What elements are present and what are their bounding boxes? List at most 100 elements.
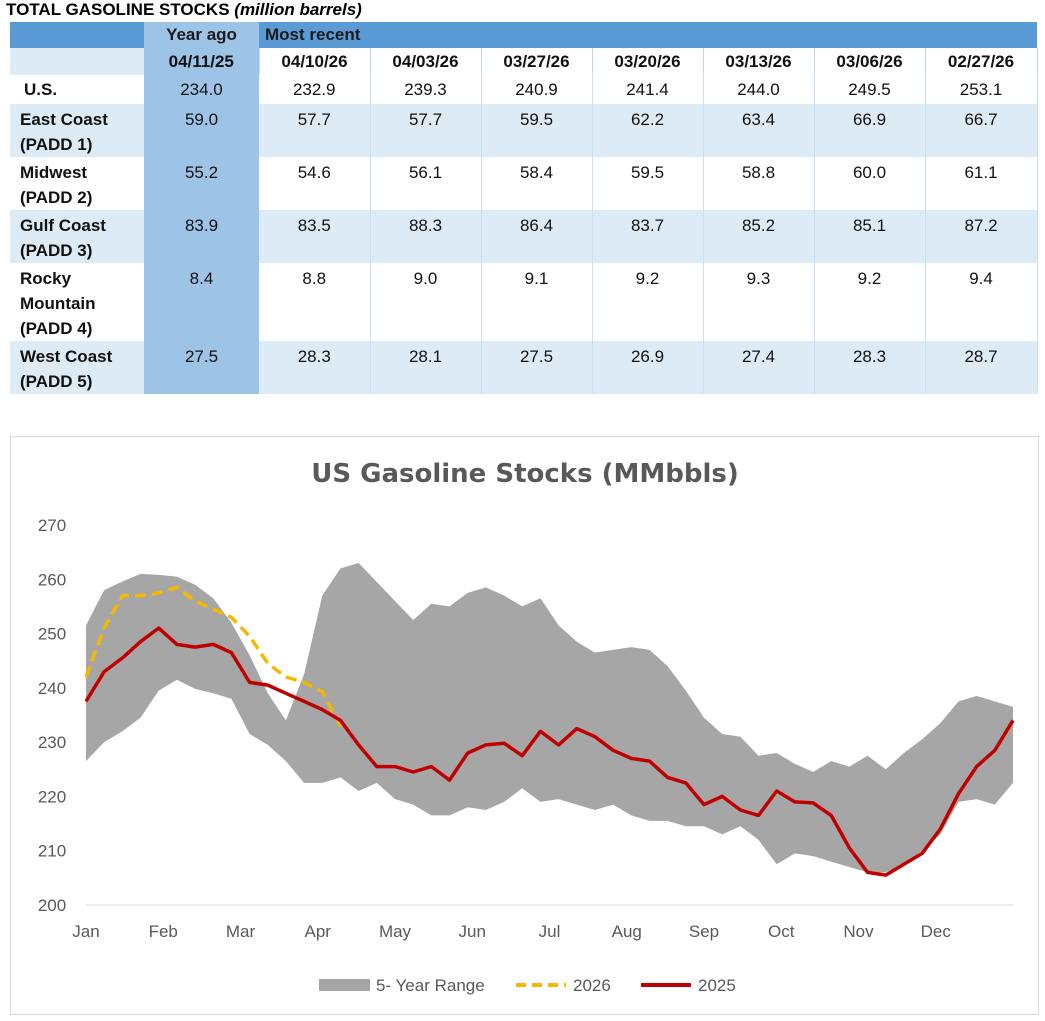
date-header: 04/11/25 xyxy=(144,48,260,75)
table-cell: 83.9 xyxy=(144,210,259,263)
table-cell: 9.4 xyxy=(925,263,1038,341)
table-cell: 9.0 xyxy=(370,263,482,341)
table-cell: 58.4 xyxy=(481,157,593,210)
table-cell: 54.6 xyxy=(259,157,371,210)
table-cell: 57.7 xyxy=(259,104,371,157)
table-title-unit: (million barrels) xyxy=(234,0,362,19)
x-tick-label: Mar xyxy=(226,922,256,941)
table-cell: 55.2 xyxy=(144,157,259,210)
table-cell: 59.5 xyxy=(592,157,704,210)
table-cell: 28.1 xyxy=(370,341,482,394)
x-tick-label: Jul xyxy=(539,922,561,941)
table-cell: 9.3 xyxy=(703,263,815,341)
five-year-range-area xyxy=(86,563,1013,873)
table-cell: 62.2 xyxy=(592,104,704,157)
x-tick-label: Feb xyxy=(149,922,178,941)
gasoline-stocks-table: Year ago Most recent 04/11/25 04/10/26 0… xyxy=(10,22,1038,394)
y-tick-label: 240 xyxy=(38,679,66,698)
table-cell: 9.2 xyxy=(814,263,926,341)
x-tick-label: Jan xyxy=(72,922,99,941)
table-cell: 9.1 xyxy=(481,263,593,341)
table-cell: 241.4 xyxy=(592,75,704,104)
table-cell: 240.9 xyxy=(481,75,593,104)
x-tick-label: Jun xyxy=(459,922,486,941)
table-cell: 9.2 xyxy=(592,263,704,341)
table-row-east-coast: East Coast (PADD 1) 59.0 57.7 57.7 59.5 … xyxy=(10,104,1038,157)
table-row-west-coast: West Coast (PADD 5) 27.5 28.3 28.1 27.5 … xyxy=(10,341,1038,394)
y-tick-label: 200 xyxy=(38,896,66,915)
date-header: 03/06/26 xyxy=(814,48,926,75)
region-label: Gulf Coast (PADD 3) xyxy=(10,210,144,263)
x-tick-label: Nov xyxy=(843,922,874,941)
table-cell: 26.9 xyxy=(592,341,704,394)
table-cell: 86.4 xyxy=(481,210,593,263)
table-cell: 234.0 xyxy=(144,75,259,104)
header-blank xyxy=(10,22,144,48)
region-label: East Coast (PADD 1) xyxy=(10,104,144,157)
region-label: U.S. xyxy=(24,80,58,99)
legend-swatch-range xyxy=(319,979,370,991)
legend: 5- Year Range 2026 2025 xyxy=(319,976,736,995)
legend-label-range: 5- Year Range xyxy=(376,976,485,995)
table-cell: 57.7 xyxy=(370,104,482,157)
x-tick-label: Aug xyxy=(612,922,642,941)
table-cell: 249.5 xyxy=(814,75,926,104)
table-cell: 28.3 xyxy=(814,341,926,394)
table-cell: 66.9 xyxy=(814,104,926,157)
table-cell: 85.2 xyxy=(703,210,815,263)
table-cell: 27.5 xyxy=(144,341,259,394)
gasoline-stocks-chart: US Gasoline Stocks (MMbbls) 200 210 220 230… xyxy=(10,436,1039,1015)
header-row-groups: Year ago Most recent xyxy=(10,22,1038,48)
y-tick-label: 260 xyxy=(38,570,66,589)
table-cell: 8.4 xyxy=(144,263,259,341)
table-row-gulf-coast: Gulf Coast (PADD 3) 83.9 83.5 88.3 86.4 … xyxy=(10,210,1038,263)
table-cell: 28.3 xyxy=(259,341,371,394)
table-title-text: TOTAL GASOLINE STOCKS xyxy=(6,0,230,19)
table-cell: 61.1 xyxy=(925,157,1038,210)
x-tick-label: Dec xyxy=(921,922,952,941)
series-line-2026 xyxy=(84,585,343,728)
y-tick-label: 230 xyxy=(38,733,66,752)
region-label: West Coast (PADD 5) xyxy=(10,341,144,394)
table-cell: 253.1 xyxy=(925,75,1038,104)
table-cell: 59.0 xyxy=(144,104,259,157)
legend-label-2026: 2026 xyxy=(573,976,611,995)
date-header: 03/13/26 xyxy=(703,48,815,75)
table-cell: 28.7 xyxy=(925,341,1038,394)
date-header: 03/27/26 xyxy=(481,48,593,75)
table-cell: 83.7 xyxy=(592,210,704,263)
date-header: 02/27/26 xyxy=(925,48,1038,75)
table-cell: 83.5 xyxy=(259,210,371,263)
header-year-ago: Year ago xyxy=(144,22,259,48)
region-label: Rocky Mountain (PADD 4) xyxy=(20,269,96,338)
x-tick-label: Oct xyxy=(768,922,795,941)
table-cell: 244.0 xyxy=(703,75,815,104)
date-header: 03/20/26 xyxy=(592,48,704,75)
y-axis: 200 210 220 230 240 250 260 270 xyxy=(38,516,66,915)
y-tick-label: 210 xyxy=(38,842,66,861)
table-cell: 87.2 xyxy=(925,210,1038,263)
table-cell: 60.0 xyxy=(814,157,926,210)
header-blank-2 xyxy=(10,48,144,75)
y-tick-label: 250 xyxy=(38,625,66,644)
table-cell: 27.5 xyxy=(481,341,593,394)
chart-svg: US Gasoline Stocks (MMbbls) 200 210 220 230… xyxy=(38,459,1015,995)
table-cell: 88.3 xyxy=(370,210,482,263)
x-tick-label: May xyxy=(379,922,412,941)
header-most-recent: Most recent xyxy=(259,22,1038,48)
table-cell: 232.9 xyxy=(259,75,371,104)
table-row-midwest: Midwest (PADD 2) 55.2 54.6 56.1 58.4 59.… xyxy=(10,157,1038,210)
table-cell: 56.1 xyxy=(370,157,482,210)
y-tick-label: 270 xyxy=(38,516,66,535)
date-header: 04/03/26 xyxy=(370,48,482,75)
table-cell: 8.8 xyxy=(259,263,371,341)
table-cell: 85.1 xyxy=(814,210,926,263)
plot-area xyxy=(84,563,1015,877)
table-title: TOTAL GASOLINE STOCKS (million barrels) xyxy=(6,0,362,21)
table-cell: 239.3 xyxy=(370,75,482,104)
table-cell: 59.5 xyxy=(481,104,593,157)
table-cell: 58.8 xyxy=(703,157,815,210)
table-cell: 66.7 xyxy=(925,104,1038,157)
table-cell: 63.4 xyxy=(703,104,815,157)
header-row-dates: 04/11/25 04/10/26 04/03/26 03/27/26 03/2… xyxy=(10,48,1038,75)
